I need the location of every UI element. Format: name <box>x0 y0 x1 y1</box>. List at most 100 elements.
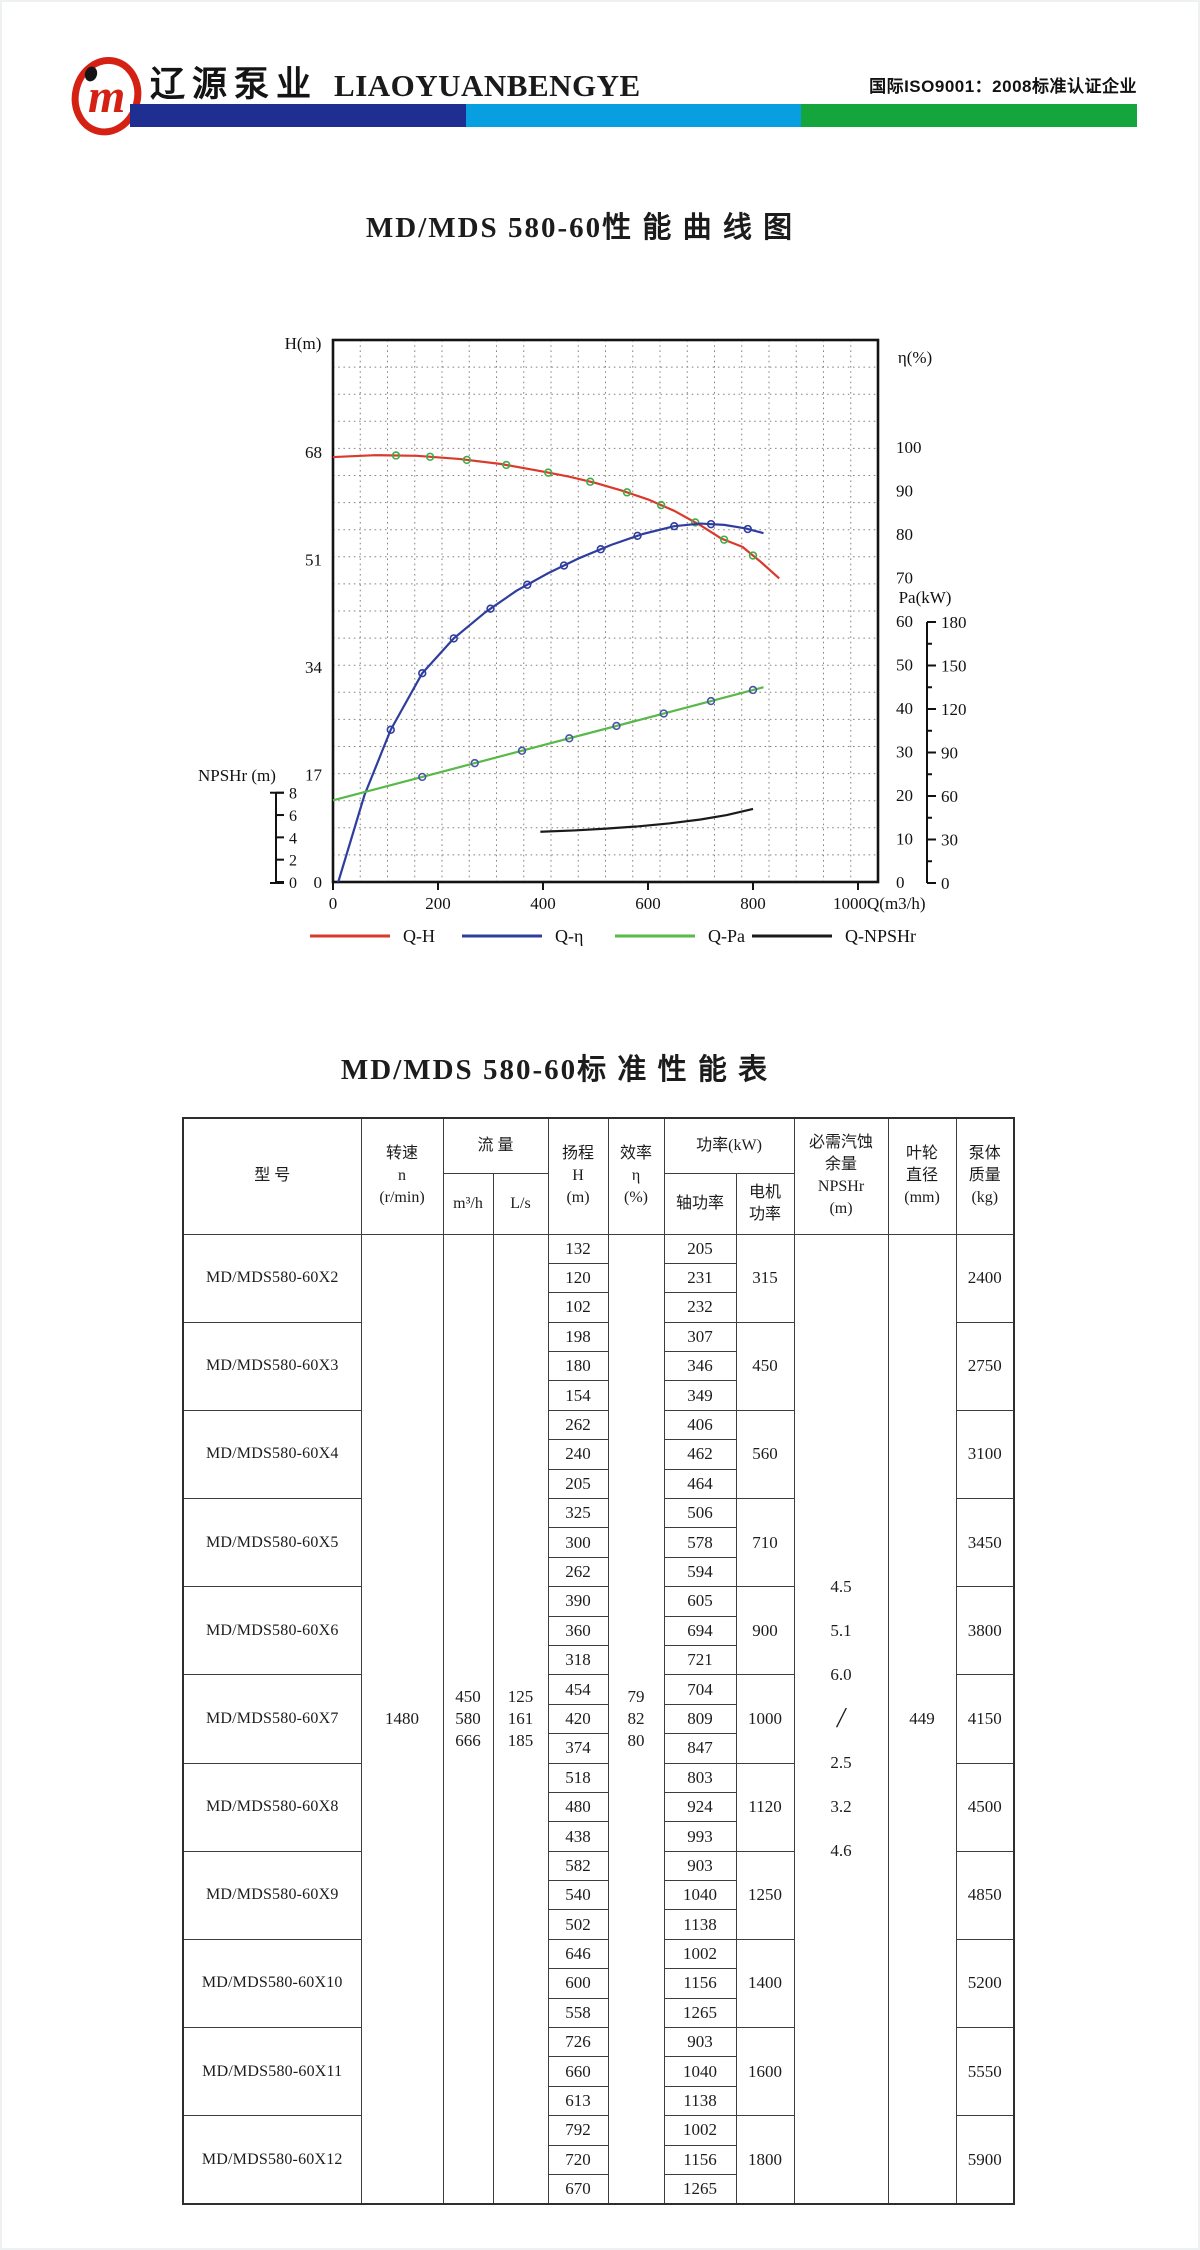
motor-power-value: 710 <box>735 1498 795 1588</box>
brand-name-en: LIAOYUANBENGYE <box>334 68 641 103</box>
model-name: MD/MDS580-60X10 <box>182 1938 362 2029</box>
npshr-values: 4.5 5.1 6.0 / 2.5 3.2 4.6 <box>793 1233 889 2205</box>
table-title: MD/MDS 580-60标 准 性 能 表 <box>340 1054 770 1086</box>
npshr-value: 6.0 <box>830 1664 852 1684</box>
head-value: 518 <box>547 1762 609 1793</box>
series-Q-Pa <box>332 686 764 802</box>
series-marker <box>612 721 621 731</box>
motor-power-value: 1250 <box>735 1850 795 1940</box>
brand-name-cn: 辽源泵业 <box>150 65 319 104</box>
model-name: MD/MDS580-60X7 <box>182 1674 362 1764</box>
series-marker <box>544 468 553 477</box>
series-marker <box>502 460 511 470</box>
header-power: 功率(kW) <box>663 1117 795 1174</box>
pump-mass-value: 3100 <box>955 1409 1015 1500</box>
series-marker <box>565 734 574 743</box>
head-value: 132 <box>547 1233 609 1264</box>
h-axis-tick: 51 <box>305 551 322 570</box>
series-Q-H <box>332 454 780 580</box>
shaft-power-value: 594 <box>663 1556 737 1588</box>
model-name: MD/MDS580-60X11 <box>182 2027 362 2117</box>
motor-power-value: 1600 <box>735 2027 795 2117</box>
x-axis-tick-label: 600 <box>635 894 661 913</box>
shaft-power-value: 1138 <box>663 1909 737 1940</box>
shaft-power-value: 721 <box>663 1644 737 1676</box>
shaft-power-value: 704 <box>663 1674 737 1705</box>
series-marker <box>748 685 758 695</box>
shaft-power-value: 1265 <box>663 1997 737 2029</box>
table-row: 154 349 <box>183 1380 1014 1411</box>
shaft-power-value: 1002 <box>663 2115 737 2146</box>
eta-axis-tick: 60 <box>896 612 913 631</box>
h-axis-tick: 34 <box>305 658 323 677</box>
model-name: MD/MDS580-60X4 <box>182 1409 362 1500</box>
brand-name: 辽源泵业 LIAOYUANBENGYE <box>150 56 641 107</box>
shaft-power-value: 1002 <box>663 1938 737 1970</box>
performance-chart: H(m)685134170η(%)1009080706050403020100P… <box>198 334 967 946</box>
series-marker <box>622 488 632 497</box>
shaft-power-value: 605 <box>663 1586 737 1617</box>
header-flow: 流 量 <box>442 1117 549 1174</box>
series-marker <box>523 580 532 589</box>
legend-label: Q-NPSHr <box>845 926 916 946</box>
pump-mass-value: 3450 <box>955 1498 1015 1588</box>
speed-value: 1480 <box>360 1233 444 2205</box>
header-model: 型 号 <box>182 1117 362 1235</box>
shaft-power-value: 464 <box>663 1468 737 1500</box>
head-value: 720 <box>547 2144 609 2176</box>
header-color-bar <box>130 104 1138 127</box>
table-row: 102 232 <box>183 1292 1014 1323</box>
head-value: 480 <box>547 1791 609 1823</box>
header-motor-power: 电机 功率 <box>735 1172 795 1235</box>
head-value: 390 <box>547 1586 609 1617</box>
table-row: 613 1138 <box>183 2085 1014 2117</box>
bar-segment-blue <box>465 104 802 127</box>
head-value: 102 <box>547 1292 609 1323</box>
chart-title: MD/MDS 580-60性 能 曲 线 图 <box>365 212 795 244</box>
table-row: 540 1040 <box>183 1880 1014 1911</box>
motor-power-value: 315 <box>735 1233 795 1323</box>
series-marker <box>586 477 595 486</box>
npshr-axis-title: NPSHr (m) <box>198 766 276 785</box>
header-flow-m3h: m³/h <box>442 1172 494 1235</box>
shaft-power-value: 993 <box>663 1821 737 1852</box>
series-marker <box>748 551 758 560</box>
series-marker <box>559 561 569 570</box>
brand-logo-icon: m <box>71 56 142 136</box>
head-value: 240 <box>547 1439 609 1470</box>
table-row: MD/MDS580-60X3 198 307 450 2750 <box>182 1321 1015 1411</box>
table-row: 670 1265 <box>183 2173 1014 2205</box>
pump-mass-value: 2400 <box>955 1233 1015 1323</box>
npshr-axis-tick-label: 2 <box>289 853 297 870</box>
series-marker <box>691 518 700 527</box>
table-row: MD/MDS580-60X5 325 506 710 3450 <box>182 1498 1015 1588</box>
performance-table: 型 号转速 n (r/min) 流 量扬程 H (m) 效率 η (%) 功率(kW)… <box>182 1117 1016 2205</box>
table-row: MD/MDS580-60X7 454 704 1000 4150 <box>182 1674 1015 1764</box>
model-name: MD/MDS580-60X12 <box>182 2115 362 2205</box>
table-row: 720 1156 <box>183 2144 1014 2176</box>
table-row: 558 1265 <box>183 1997 1014 2029</box>
header-efficiency: 效率 η (%) <box>607 1117 665 1235</box>
motor-power-value: 900 <box>735 1586 795 1676</box>
bar-segment-green <box>801 104 1138 127</box>
table-row: 262 594 <box>183 1556 1014 1588</box>
pa-axis-tick-label: 0 <box>941 874 950 893</box>
eta-axis-tick: 20 <box>896 786 913 805</box>
shaft-power-value: 809 <box>663 1703 737 1735</box>
head-value: 670 <box>547 2173 609 2205</box>
series-marker <box>462 455 472 465</box>
pa-axis-tick-label: 30 <box>941 831 958 850</box>
series-marker <box>486 604 495 613</box>
h-axis-tick: 17 <box>305 766 323 785</box>
motor-power-value: 1400 <box>735 1938 795 2029</box>
pa-axis-tick-label: 120 <box>941 700 967 719</box>
flow-ls-values: 125 161 185 <box>492 1233 549 2205</box>
model-name: MD/MDS580-60X9 <box>182 1850 362 1940</box>
table-row: MD/MDS580-60X11 726 903 1600 5550 <box>182 2027 1015 2117</box>
pa-axis-tick-label: 150 <box>941 657 967 676</box>
h-axis-tick: 0 <box>314 873 323 892</box>
shaft-power-value: 406 <box>663 1409 737 1441</box>
head-value: 792 <box>547 2115 609 2146</box>
shaft-power-value: 903 <box>663 2027 737 2058</box>
head-value: 205 <box>547 1468 609 1500</box>
